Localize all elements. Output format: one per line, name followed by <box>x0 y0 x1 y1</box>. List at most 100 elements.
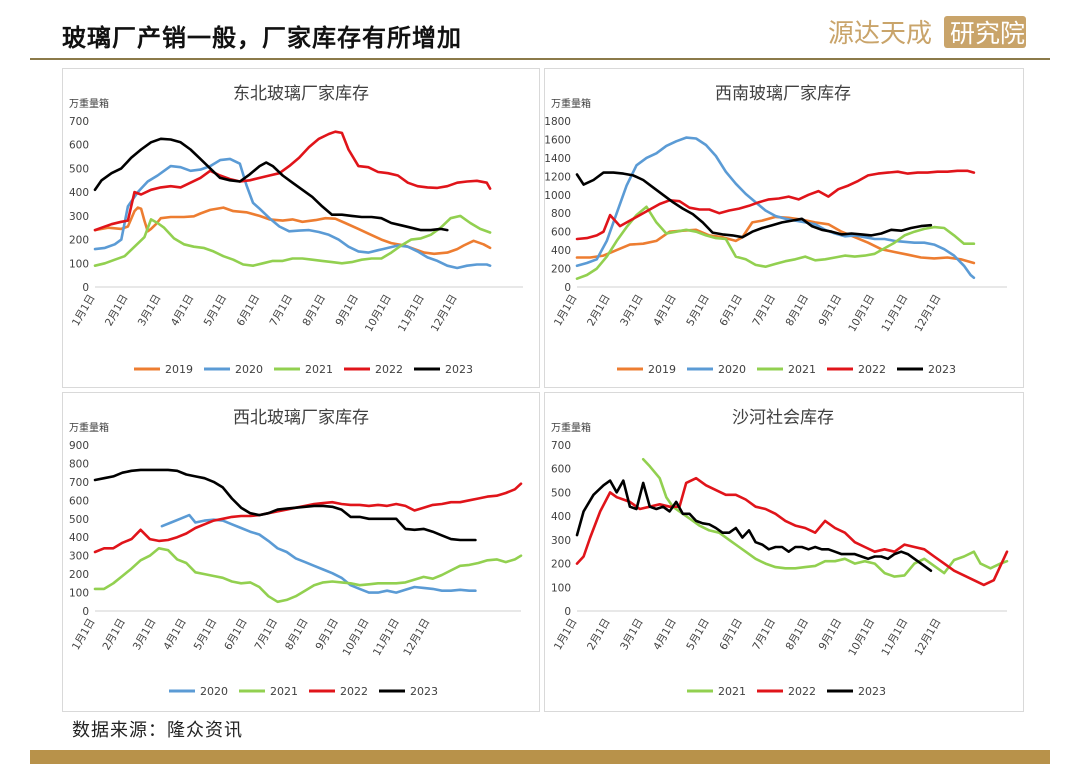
series-line-2019 <box>575 215 976 265</box>
legend-label-2021: 2021 <box>305 363 333 376</box>
x-tick-label: 2月1日 <box>103 293 131 329</box>
y-tick-label: 0 <box>564 606 571 618</box>
x-tick-label: 12月1日 <box>429 293 460 335</box>
y-tick-label: 100 <box>69 588 89 600</box>
x-tick-label: 10月1日 <box>341 617 372 659</box>
y-tick-label: 500 <box>69 514 89 526</box>
x-tick-label: 8月1日 <box>300 293 328 329</box>
legend-label-2019: 2019 <box>165 363 193 376</box>
x-tick-label: 3月1日 <box>618 293 646 329</box>
x-tick-label: 7月1日 <box>750 617 778 653</box>
chart-panel-northeast: 东北玻璃厂家库存 万重量箱 0 100 200 300 400 500 600 700 1月1日 2月… <box>62 68 540 388</box>
footer-band <box>30 750 1050 764</box>
y-tick-label: 300 <box>69 211 89 223</box>
page-title: 玻璃厂产销一般，厂家库存有所增加 <box>62 23 462 52</box>
series-line-2023 <box>575 479 933 572</box>
x-tick-label: 9月1日 <box>817 293 845 329</box>
x-tick-label: 12月1日 <box>913 617 944 659</box>
x-tick-label: 6月1日 <box>235 293 263 329</box>
series-line-2023 <box>575 171 933 239</box>
y-tick-label: 700 <box>69 116 89 128</box>
x-tick-label: 1月1日 <box>552 293 580 329</box>
x-tick-label: 9月1日 <box>313 617 341 653</box>
series-line-2020 <box>575 136 976 280</box>
y-axis-unit-label: 万重量箱 <box>551 421 591 434</box>
series-line-2023 <box>93 468 477 542</box>
legend-label-2020: 2020 <box>718 363 746 376</box>
series-line-2021 <box>93 214 492 267</box>
y-tick-label: 300 <box>551 535 571 547</box>
chart-panel-shahe: 沙河社会库存 万重量箱 0 100 200 300 400 500 600 700 1月1日 2月1日… <box>544 392 1024 712</box>
x-tick-label: 3月1日 <box>131 617 159 653</box>
y-tick-label: 400 <box>551 245 571 257</box>
y-tick-label: 1800 <box>545 116 571 128</box>
x-tick-label: 7月1日 <box>268 293 296 329</box>
logo-seal <box>944 16 1026 48</box>
x-tick-label: 11月1日 <box>396 293 427 335</box>
x-tick-label: 10月1日 <box>846 293 877 335</box>
x-tick-label: 9月1日 <box>817 617 845 653</box>
x-tick-label: 4月1日 <box>169 293 197 329</box>
y-tick-label: 0 <box>82 282 89 294</box>
y-tick-label: 400 <box>69 532 89 544</box>
x-tick-label: 5月1日 <box>192 617 220 653</box>
chart-title: 沙河社会库存 <box>732 408 834 428</box>
x-tick-label: 4月1日 <box>651 293 679 329</box>
legend-label-2020: 2020 <box>235 363 263 376</box>
y-tick-label: 1600 <box>545 134 571 146</box>
y-tick-label: 400 <box>69 187 89 199</box>
x-tick-label: 2月1日 <box>100 617 128 653</box>
x-tick-label: 5月1日 <box>684 617 712 653</box>
x-tick-label: 8月1日 <box>784 293 812 329</box>
legend-label-2023: 2023 <box>410 685 438 698</box>
logo-text-seal: 研究院 <box>950 19 1025 48</box>
y-tick-label: 500 <box>551 487 571 499</box>
y-tick-label: 400 <box>551 511 571 523</box>
x-tick-label: 1月1日 <box>70 293 98 329</box>
x-tick-label: 6月1日 <box>717 617 745 653</box>
x-tick-label: 12月1日 <box>913 293 944 335</box>
series-line-2021 <box>575 205 976 280</box>
legend-label-2021: 2021 <box>270 685 298 698</box>
legend-label-2021: 2021 <box>718 685 746 698</box>
legend-label-2022: 2022 <box>375 363 403 376</box>
x-tick-label: 5月1日 <box>202 293 230 329</box>
y-tick-label: 700 <box>69 477 89 489</box>
y-tick-label: 500 <box>69 163 89 175</box>
x-tick-label: 1月1日 <box>70 617 98 653</box>
x-tick-label: 4月1日 <box>651 617 679 653</box>
data-source-note: 数据来源：隆众资讯 <box>72 720 243 741</box>
legend-label-2023: 2023 <box>858 685 886 698</box>
x-tick-label: 7月1日 <box>253 617 281 653</box>
series-line-2023 <box>93 137 449 232</box>
x-tick-label: 6月1日 <box>717 293 745 329</box>
series-line-2021 <box>93 547 523 604</box>
x-tick-label: 12月1日 <box>401 617 432 659</box>
legend-label-2022: 2022 <box>788 685 816 698</box>
chart-panel-southwest: 西南玻璃厂家库存 万重量箱 0 200 400 600 800 1000 1200 1400 160… <box>544 68 1024 388</box>
x-tick-label: 7月1日 <box>750 293 778 329</box>
y-axis-unit-label: 万重量箱 <box>69 97 109 110</box>
x-tick-label: 6月1日 <box>222 617 250 653</box>
chart-title: 西南玻璃厂家库存 <box>715 84 851 104</box>
y-tick-label: 600 <box>69 495 89 507</box>
legend-label-2020: 2020 <box>200 685 228 698</box>
y-tick-label: 1000 <box>545 190 571 202</box>
x-tick-label: 5月1日 <box>684 293 712 329</box>
x-tick-label: 3月1日 <box>618 617 646 653</box>
y-tick-label: 800 <box>551 208 571 220</box>
x-tick-label: 2月1日 <box>585 617 613 653</box>
x-tick-label: 10月1日 <box>363 293 394 335</box>
x-tick-label: 11月1日 <box>879 617 910 659</box>
legend-label-2023: 2023 <box>445 363 473 376</box>
legend-label-2023: 2023 <box>928 363 956 376</box>
y-tick-label: 800 <box>69 458 89 470</box>
y-tick-label: 0 <box>82 606 89 618</box>
legend-label-2019: 2019 <box>648 363 676 376</box>
x-tick-label: 3月1日 <box>136 293 164 329</box>
x-tick-label: 9月1日 <box>333 293 361 329</box>
legend-label-2021: 2021 <box>788 363 816 376</box>
